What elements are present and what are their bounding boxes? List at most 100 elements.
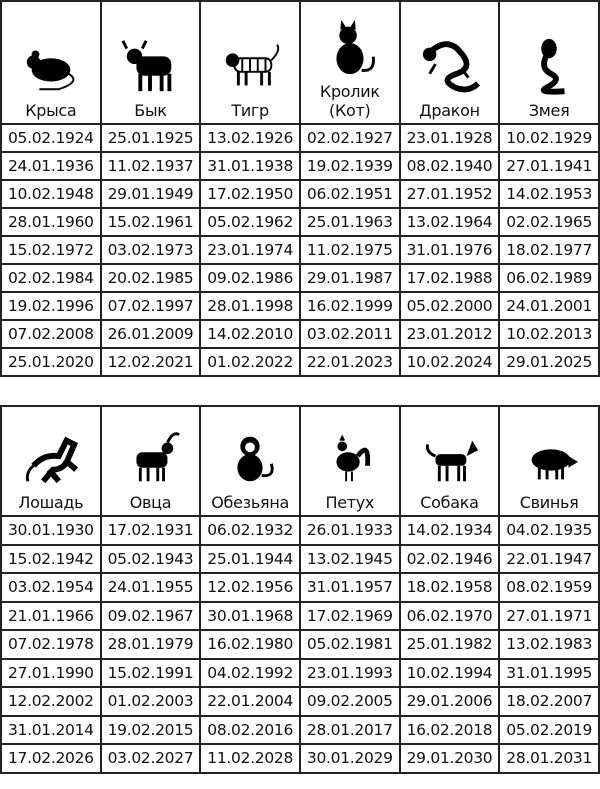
header-row: Крыса Бык Тигр Кролик (Кот) Дракон Змея (0, 0, 600, 125)
date-cell: 01.02.2022 (199, 347, 301, 377)
animal-name: Крыса (25, 101, 77, 120)
date-cell: 09.02.1986 (199, 263, 301, 293)
date-cell: 25.01.1925 (99, 123, 202, 153)
date-cell: 04.02.1992 (199, 657, 301, 688)
date-cell: 17.02.2026 (0, 743, 102, 774)
date-cell: 15.02.1991 (99, 657, 202, 688)
date-cell: 10.02.1948 (0, 179, 102, 209)
date-cell: 08.02.2016 (199, 714, 301, 745)
date-cell: 18.02.2007 (498, 686, 600, 717)
date-cell: 04.02.1935 (498, 515, 600, 546)
table-row: 15.02.1972 03.02.1973 23.01.1974 11.02.1975… (0, 235, 600, 265)
date-cell: 02.02.1927 (298, 123, 401, 153)
date-cell: 10.02.1929 (498, 123, 600, 153)
date-cell: 18.02.1958 (398, 572, 501, 603)
date-cell: 03.02.2027 (99, 743, 202, 774)
date-cell: 10.02.1994 (398, 657, 501, 688)
table-row: 07.02.1978 28.01.1979 16.02.1980 05.02.1981… (0, 629, 600, 660)
zodiac-table-top: Крыса Бык Тигр Кролик (Кот) Дракон Змея 05.02.1… (0, 0, 600, 377)
date-cell: 29.01.2030 (398, 743, 501, 774)
table-row: 19.02.1996 07.02.1997 28.01.1998 16.02.1999… (0, 291, 600, 321)
rooster-icon (336, 434, 370, 482)
animal-name: Змея (528, 101, 570, 120)
zodiac-table-bottom: Лошадь Овца Обезьяна Петух Собака Свинья 30.01… (0, 405, 600, 774)
date-cell: 29.01.1949 (99, 179, 202, 209)
rat-icon (26, 50, 75, 91)
date-cell: 06.02.1951 (298, 179, 401, 209)
date-cell: 14.02.1953 (498, 179, 600, 209)
date-cell: 19.02.1939 (298, 151, 401, 181)
table-row: 10.02.1948 29.01.1949 17.02.1950 06.02.1951… (0, 179, 600, 209)
table-row: 25.01.2020 12.02.2021 01.02.2022 22.01.2023… (0, 347, 600, 377)
animal-name: Свинья (519, 493, 579, 512)
date-cell: 03.02.1973 (99, 235, 202, 265)
date-cell: 07.02.1997 (99, 291, 202, 321)
date-cell: 14.02.1934 (398, 515, 501, 546)
animal-header-cell: Крыса (0, 0, 102, 125)
cat-icon (336, 19, 375, 75)
date-cell: 05.02.1962 (199, 207, 301, 237)
date-cell: 16.02.2018 (398, 714, 501, 745)
animal-name: Дракон (419, 101, 480, 120)
date-cell: 05.02.2019 (498, 714, 600, 745)
date-cell: 24.01.1936 (0, 151, 102, 181)
animal-header-cell: Бык (99, 0, 202, 125)
date-cell: 19.02.2015 (99, 714, 202, 745)
date-cell: 07.02.2008 (0, 319, 102, 349)
date-cell: 17.02.1931 (99, 515, 202, 546)
animal-name: Кролик (Кот) (319, 82, 380, 120)
table-row: 28.01.1960 15.02.1961 05.02.1962 25.01.1963… (0, 207, 600, 237)
date-cell: 11.02.1937 (99, 151, 202, 181)
date-cell: 23.01.1974 (199, 235, 301, 265)
date-cell: 23.01.1928 (398, 123, 501, 153)
date-cell: 21.01.1966 (0, 600, 102, 631)
date-cell: 06.02.1989 (498, 263, 600, 293)
date-cell: 24.01.1955 (99, 572, 202, 603)
date-cell: 29.01.2006 (398, 686, 501, 717)
date-cell: 05.02.2000 (398, 291, 501, 321)
date-cell: 25.01.1944 (199, 543, 301, 574)
date-cell: 23.01.2012 (398, 319, 501, 349)
table-row: 03.02.1954 24.01.1955 12.02.1956 31.01.1957… (0, 572, 600, 603)
date-cell: 28.01.1960 (0, 207, 102, 237)
date-cell: 30.01.2029 (298, 743, 401, 774)
animal-header-cell: Обезьяна (199, 405, 301, 517)
animal-name: Лошадь (18, 493, 84, 512)
date-cell: 17.02.1950 (199, 179, 301, 209)
animal-header-cell: Лошадь (0, 405, 102, 517)
animal-header-cell: Тигр (199, 0, 301, 125)
animal-name: Собака (420, 493, 479, 512)
table-row: 12.02.2002 01.02.2003 22.01.2004 09.02.2005… (0, 686, 600, 717)
date-cell: 26.01.1933 (298, 515, 401, 546)
boar-icon (531, 449, 579, 480)
animal-name: Овца (129, 493, 172, 512)
date-cell: 11.02.2028 (199, 743, 301, 774)
date-cell: 29.01.1987 (298, 263, 401, 293)
date-cell: 17.02.1988 (398, 263, 501, 293)
date-cell: 24.01.2001 (498, 291, 600, 321)
table-row: 05.02.1924 25.01.1925 13.02.1926 02.02.1927… (0, 123, 600, 153)
date-cell: 15.02.1972 (0, 235, 102, 265)
date-cell: 31.01.1995 (498, 657, 600, 688)
table-row: 30.01.1930 17.02.1931 06.02.1932 26.01.1933… (0, 515, 600, 546)
ox-icon (122, 40, 172, 92)
animal-name: Бык (134, 101, 167, 120)
date-cell: 25.01.2020 (0, 347, 102, 377)
goat-icon (136, 432, 181, 482)
date-cell: 11.02.1975 (298, 235, 401, 265)
date-cell: 02.02.1965 (498, 207, 600, 237)
tiger-icon (225, 44, 280, 86)
animal-header-cell: Змея (498, 0, 600, 125)
dog-icon (426, 440, 479, 482)
date-cell: 16.02.1999 (298, 291, 401, 321)
dragon-icon (423, 41, 481, 93)
date-cell: 15.02.1961 (99, 207, 202, 237)
date-cell: 07.02.1978 (0, 629, 102, 660)
table-row: 31.01.2014 19.02.2015 08.02.2016 28.01.2017… (0, 714, 600, 745)
date-cell: 22.01.2004 (199, 686, 301, 717)
date-cell: 25.01.1982 (398, 629, 501, 660)
table-row: 07.02.2008 26.01.2009 14.02.2010 03.02.2011… (0, 319, 600, 349)
animal-header-cell: Овца (99, 405, 202, 517)
date-cell: 22.01.2023 (298, 347, 401, 377)
date-cell: 27.01.1990 (0, 657, 102, 688)
